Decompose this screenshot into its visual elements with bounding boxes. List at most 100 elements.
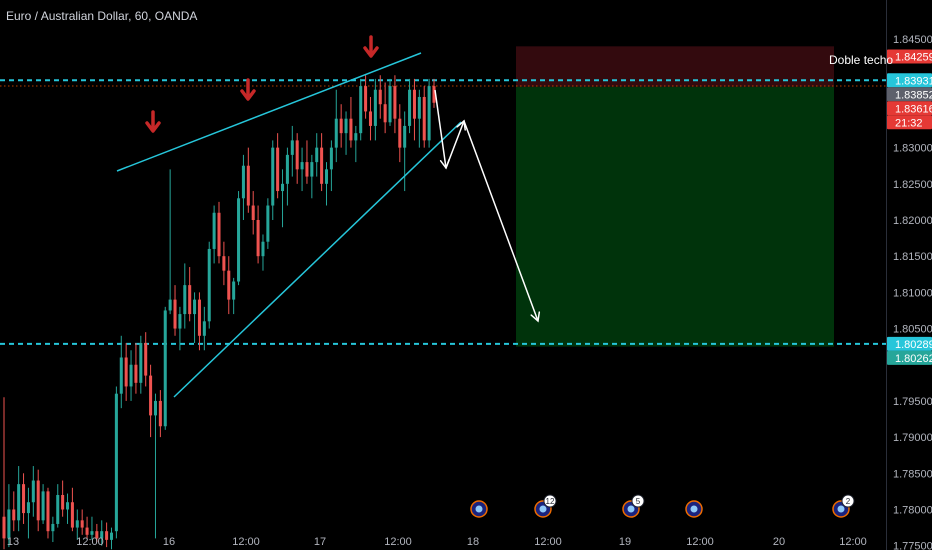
- candle: [56, 484, 60, 528]
- candle-body: [149, 375, 153, 416]
- candle-body: [422, 96, 426, 141]
- candle: [295, 133, 299, 184]
- projection-arrowhead: [456, 119, 466, 131]
- candle-body: [22, 484, 26, 514]
- candle: [207, 241, 211, 329]
- candle-body: [222, 256, 226, 271]
- candle: [183, 263, 187, 329]
- price-tag-label: 1.83852: [895, 89, 932, 101]
- candle-body: [202, 321, 206, 336]
- candle: [417, 89, 421, 148]
- candle: [26, 487, 30, 539]
- candle: [124, 343, 128, 401]
- candle-body: [90, 531, 94, 535]
- candle-body: [232, 281, 236, 300]
- candle: [315, 133, 319, 177]
- candle: [109, 527, 114, 550]
- candle: [349, 96, 353, 148]
- time-tick-label: 12:00: [76, 536, 104, 548]
- candle-body: [119, 357, 123, 394]
- candle: [193, 292, 197, 344]
- projection-arrowhead: [530, 311, 541, 323]
- candle-body: [178, 314, 182, 329]
- price-tag-bg: [887, 87, 932, 102]
- price-tick-label: 1.83000: [893, 143, 932, 155]
- candle: [368, 96, 372, 141]
- projection-path[interactable]: [434, 89, 539, 322]
- candle: [324, 162, 329, 206]
- candle: [202, 306, 206, 351]
- time-tick-label: 12:00: [686, 536, 714, 548]
- candle-body: [56, 495, 60, 524]
- candle-body: [197, 299, 201, 336]
- candle: [364, 75, 368, 119]
- candle: [398, 104, 402, 163]
- candle-body: [153, 400, 157, 416]
- candle: [285, 147, 289, 206]
- candle-body: [300, 162, 304, 170]
- candle: [119, 335, 123, 409]
- candle-body: [393, 86, 397, 119]
- price-tag-label: 1.84259: [895, 52, 932, 64]
- candle-body: [378, 89, 382, 105]
- candle: [227, 256, 231, 315]
- candle-body: [266, 205, 270, 242]
- candle: [134, 343, 138, 394]
- candle-body: [305, 162, 309, 177]
- candle-body: [217, 212, 221, 257]
- candle-body: [339, 118, 343, 134]
- down-arrow-marker[interactable]: [145, 110, 161, 133]
- price-tag: 1.83852: [887, 87, 932, 102]
- candle: [100, 520, 104, 546]
- price-tag-bg: [887, 336, 932, 351]
- candle-body: [310, 162, 314, 177]
- event-icon[interactable]: [470, 500, 488, 518]
- event-flag: [690, 505, 698, 513]
- candle-body: [290, 140, 294, 155]
- event-icon[interactable]: 2: [832, 494, 855, 518]
- time-tick-label: 12:00: [534, 536, 562, 548]
- channel-upper-line[interactable]: [116, 52, 422, 172]
- event-icon[interactable]: [685, 500, 703, 518]
- down-arrow-marker[interactable]: [363, 35, 379, 58]
- candle: [95, 523, 99, 543]
- take-profit-zone: [516, 86, 834, 347]
- candle-body: [207, 248, 211, 322]
- candle: [412, 78, 416, 141]
- time-tick-label: 12:00: [384, 536, 412, 548]
- candle-body: [359, 86, 363, 134]
- candle-body: [324, 169, 329, 184]
- arrow-head: [145, 121, 161, 133]
- candle-body: [66, 502, 70, 510]
- candle: [251, 191, 255, 235]
- candle-body: [334, 118, 338, 148]
- down-arrow-marker[interactable]: [240, 78, 256, 101]
- event-icon[interactable]: 5: [622, 494, 645, 518]
- candle-body: [427, 86, 431, 141]
- candle-body: [412, 89, 416, 119]
- price-tick-label: 1.84500: [893, 34, 932, 46]
- candle: [31, 466, 35, 517]
- candle: [290, 125, 294, 177]
- candle: [222, 241, 226, 286]
- candle: [129, 350, 133, 401]
- price-tag: 1.84259: [887, 49, 932, 64]
- candle: [178, 306, 182, 351]
- candle: [393, 75, 397, 134]
- candle: [7, 484, 11, 548]
- candle: [266, 198, 270, 249]
- candle: [261, 234, 265, 271]
- candle: [320, 133, 324, 192]
- candle: [197, 292, 201, 351]
- candle-body: [158, 400, 162, 427]
- event-icon[interactable]: 12: [534, 494, 557, 518]
- candle: [408, 78, 412, 134]
- candle: [85, 516, 89, 539]
- price-tick-label: 1.77500: [893, 541, 932, 550]
- candle-body: [256, 220, 260, 257]
- event-flag: [475, 505, 483, 513]
- channel-lower-line[interactable]: [173, 121, 462, 398]
- time-tick-label: 13: [7, 536, 19, 548]
